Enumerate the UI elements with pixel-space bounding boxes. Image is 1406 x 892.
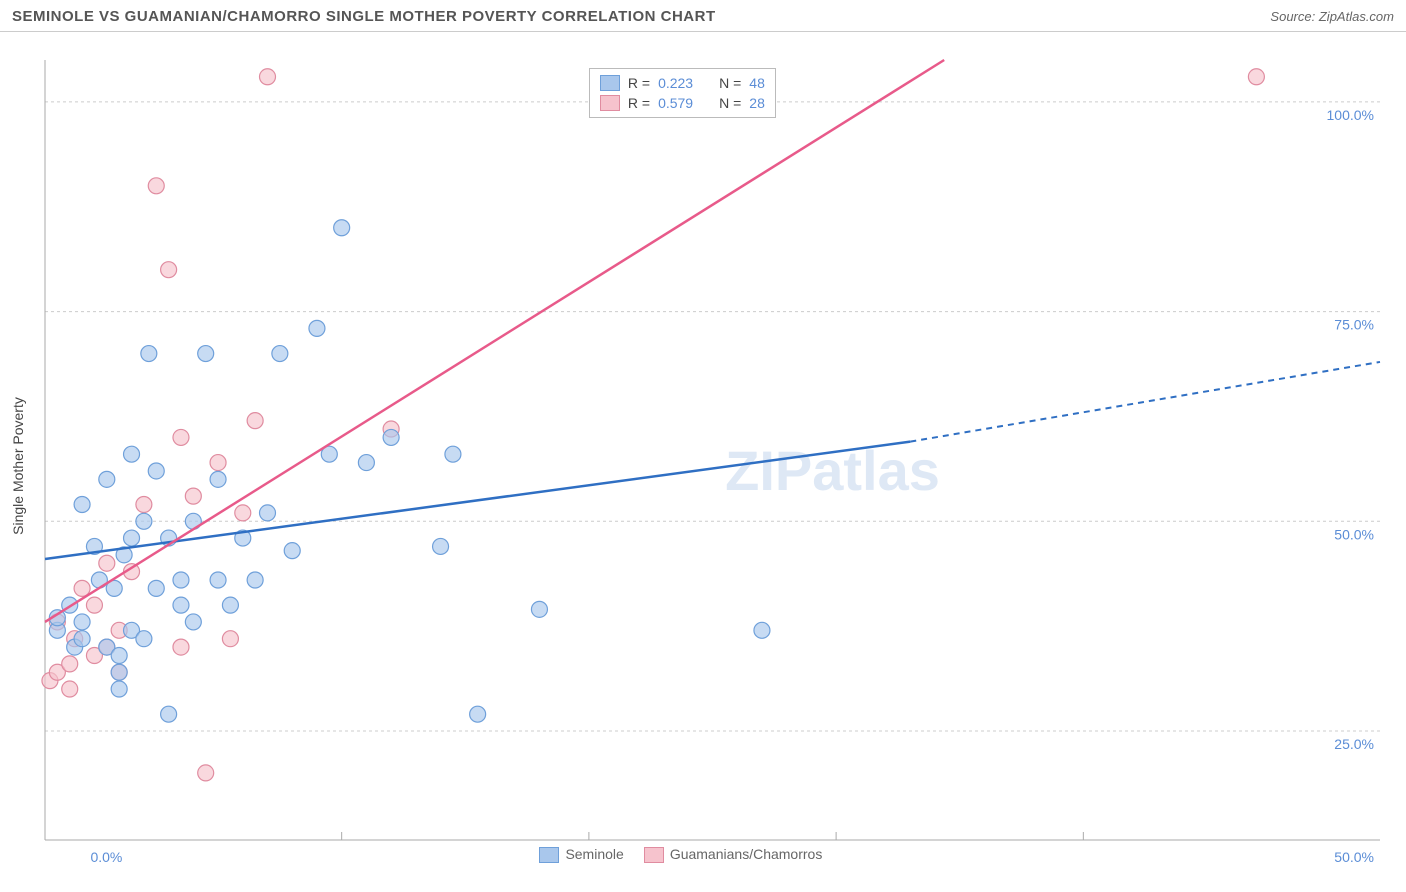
legend-row-seminole: R = 0.223 N = 48: [600, 73, 765, 93]
series-legend-guamanian: Guamanians/Chamorros: [644, 846, 823, 863]
series-legend: Seminole Guamanians/Chamorros: [539, 846, 822, 863]
chart-header: SEMINOLE VS GUAMANIAN/CHAMORRO SINGLE MO…: [0, 0, 1406, 32]
chart-title: SEMINOLE VS GUAMANIAN/CHAMORRO SINGLE MO…: [12, 8, 716, 25]
series-swatch-seminole: [539, 847, 559, 863]
legend-n-label: N =: [719, 75, 741, 91]
legend-r-value-guamanian: 0.579: [658, 95, 693, 111]
source-value: ZipAtlas.com: [1319, 9, 1394, 24]
legend-n-label: N =: [719, 95, 741, 111]
svg-text:ZIPatlas: ZIPatlas: [725, 439, 940, 502]
legend-r-label: R =: [628, 95, 650, 111]
svg-text:100.0%: 100.0%: [1327, 107, 1374, 123]
correlation-legend: R = 0.223 N = 48 R = 0.579 N = 28: [589, 68, 776, 118]
legend-swatch-guamanian: [600, 95, 620, 111]
series-label-seminole: Seminole: [565, 846, 623, 862]
svg-text:75.0%: 75.0%: [1334, 317, 1374, 333]
series-label-guamanian: Guamanians/Chamorros: [670, 846, 823, 862]
svg-text:50.0%: 50.0%: [1334, 849, 1374, 865]
legend-swatch-seminole: [600, 75, 620, 91]
legend-row-guamanian: R = 0.579 N = 28: [600, 93, 765, 113]
series-legend-seminole: Seminole: [539, 846, 623, 863]
chart-source: Source: ZipAtlas.com: [1270, 9, 1394, 24]
svg-text:25.0%: 25.0%: [1334, 736, 1374, 752]
scatter-plot-svg: 25.0% 50.0% 75.0% 100.0% 0.0% 50.0% ZIPatlas: [0, 40, 1406, 892]
legend-r-label: R =: [628, 75, 650, 91]
svg-text:0.0%: 0.0%: [90, 849, 122, 865]
svg-text:50.0%: 50.0%: [1334, 526, 1374, 542]
source-label: Source:: [1270, 9, 1315, 24]
chart-area: Single Mother Poverty 25.0% 50.0% 75.0% 100…: [0, 40, 1406, 892]
y-axis-label: Single Mother Poverty: [10, 397, 26, 535]
series-swatch-guamanian: [644, 847, 664, 863]
legend-r-value-seminole: 0.223: [658, 75, 693, 91]
legend-n-value-guamanian: 28: [749, 95, 765, 111]
legend-n-value-seminole: 48: [749, 75, 765, 91]
